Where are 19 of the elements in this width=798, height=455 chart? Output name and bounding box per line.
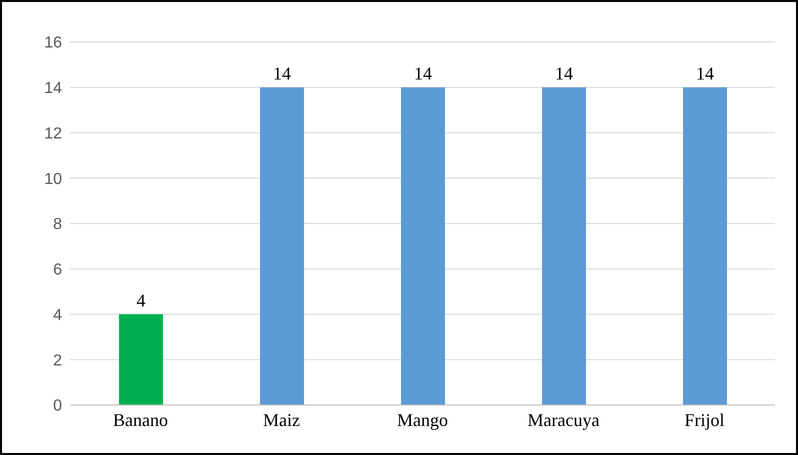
x-tick-label: Maracuya — [528, 410, 600, 430]
y-tick-label: 10 — [44, 170, 62, 188]
y-tick-label: 12 — [44, 125, 62, 142]
x-tick-label: Frijol — [684, 410, 725, 430]
y-tick-label: 14 — [44, 80, 62, 98]
y-tick-label: 16 — [44, 34, 62, 52]
data-label: 14 — [273, 63, 291, 84]
y-tick-label: 6 — [53, 262, 62, 279]
y-tick-label: 0 — [53, 398, 62, 415]
data-label: 14 — [696, 63, 714, 84]
data-label: 4 — [136, 290, 146, 310]
x-tick-label: Mango — [397, 410, 448, 430]
y-tick-label: 8 — [53, 216, 62, 234]
y-tick-label: 2 — [53, 352, 62, 370]
data-label: 14 — [414, 63, 432, 84]
data-label: 14 — [555, 63, 573, 84]
x-tick-label: Banano — [113, 410, 168, 430]
x-tick-label: Maiz — [263, 410, 300, 430]
y-tick-label: 4 — [53, 306, 62, 324]
